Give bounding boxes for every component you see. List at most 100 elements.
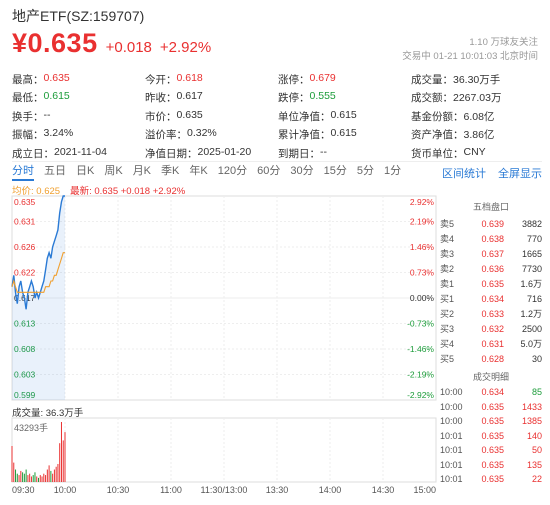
price-tick-label: 0.635 (14, 197, 36, 207)
order-book-row: 买3 0.632 2500 (440, 321, 542, 336)
trade-volume: 50 (531, 445, 542, 456)
time-tick-label: 11:30/13:00 (201, 485, 248, 495)
trade-price: 0.635 (481, 416, 504, 427)
trade-volume: 1433 (521, 401, 542, 412)
tab-period-12[interactable]: 1分 (383, 165, 402, 177)
order-book-row: 买1 0.634 716 (440, 291, 542, 306)
price-change-pct: +2.92% (159, 39, 212, 56)
stat-value: 0.635 (176, 108, 203, 121)
stat-value: -- (43, 108, 51, 121)
order-label: 卖3 (440, 249, 455, 259)
pct-tick-label: 2.19% (410, 217, 435, 227)
tab-period-6[interactable]: 年K (189, 165, 208, 177)
stat-label: 基金份额： (411, 110, 464, 123)
trade-price: 0.635 (481, 459, 504, 470)
trade-time: 10:01 (440, 430, 463, 441)
order-volume: 716 (526, 293, 542, 304)
order-price: 0.635 (481, 278, 504, 289)
stat-value: 0.618 (176, 71, 203, 84)
stat-value: 2021-11-04 (54, 145, 107, 158)
stat-value: 2267.03万 (453, 92, 502, 105)
order-volume: 7730 (521, 263, 542, 274)
order-label: 卖2 (440, 264, 455, 274)
stats-row: 最低： 0.615 昨收： 0.617 跌停： 0.555 成交额： 2267.03万 (12, 89, 542, 108)
time-tick-label: 09:30 (12, 485, 35, 495)
order-book-row: 卖1 0.635 1.6万 (440, 276, 542, 291)
order-book-row: 卖4 0.638 770 (440, 231, 542, 246)
trade-row: 10:00 0.635 1385 (440, 414, 542, 429)
order-price: 0.634 (481, 293, 504, 304)
tab-period-10[interactable]: 15分 (323, 165, 347, 177)
stat-value: 6.08亿 (463, 110, 495, 123)
order-label: 买2 (440, 309, 455, 319)
stat-label: 最低： (12, 92, 44, 105)
subscribers-count[interactable]: 1.10 万球友关注 (469, 37, 538, 48)
order-price: 0.636 (481, 263, 504, 274)
order-label: 买4 (440, 339, 455, 349)
order-price: 0.637 (481, 248, 504, 259)
stat-value: -- (320, 145, 327, 158)
stat-cell: 昨收： 0.617 (145, 90, 278, 105)
stat-cell: 净值日期： 2025-01-20 (145, 146, 278, 161)
time-tick-label: 10:30 (107, 485, 130, 495)
stat-cell: 换手： -- (12, 109, 145, 124)
stat-label: 到期日： (278, 147, 320, 160)
tab-period-9[interactable]: 30分 (290, 165, 314, 177)
tab-period-7[interactable]: 120分 (217, 165, 248, 177)
time-tick-label: 13:30 (266, 485, 289, 495)
trade-row: 10:01 0.635 135 (440, 458, 542, 473)
tab-period-4[interactable]: 月K (132, 165, 152, 177)
order-book-title: 五档盘口 (472, 202, 509, 212)
tab-period-1[interactable]: 五日 (44, 165, 66, 177)
trades-title: 成交明细 (472, 372, 509, 382)
fund-title: 地产ETF(SZ:159707) (12, 8, 145, 24)
stat-value: 2025-01-20 (197, 145, 252, 158)
order-label: 买3 (440, 324, 455, 334)
order-price: 0.628 (481, 353, 504, 364)
price-tick-label: 0.631 (14, 217, 36, 227)
pct-tick-label: -1.46% (407, 344, 434, 354)
stats-row: 振幅： 3.24% 溢价率： 0.32% 累计净值： 0.615 资产净值： 3.86亿 (12, 126, 542, 145)
stat-value: CNY (463, 145, 486, 158)
tab-period-3[interactable]: 周K (104, 165, 123, 177)
stat-label: 涨停： (278, 73, 310, 86)
tab-period-0[interactable]: 分时 (12, 162, 34, 181)
trade-price: 0.635 (481, 474, 504, 485)
pct-tick-label: -0.73% (407, 319, 434, 329)
stat-label: 振幅： (12, 129, 44, 142)
tab-period-8[interactable]: 60分 (257, 165, 281, 177)
stat-value: 0.679 (309, 71, 336, 84)
stat-label: 货币单位： (411, 147, 464, 160)
order-book-row: 买5 0.628 30 (440, 351, 542, 366)
order-price: 0.631 (481, 338, 504, 349)
order-book-row: 卖2 0.636 7730 (440, 261, 542, 276)
order-label: 买1 (440, 294, 455, 304)
fullscreen-button[interactable]: 全屏显示 (498, 168, 542, 180)
stat-label: 最高： (12, 73, 44, 86)
trade-time: 10:00 (440, 416, 463, 427)
stat-value: 0.615 (330, 108, 357, 121)
time-tick-label: 11:00 (160, 485, 182, 495)
stat-label: 换手： (12, 110, 44, 123)
range-stats-button[interactable]: 区间统计 (442, 168, 486, 180)
stat-label: 成立日： (12, 147, 54, 160)
stat-label: 溢价率： (145, 129, 187, 142)
stat-label: 资产净值： (411, 129, 464, 142)
tab-period-11[interactable]: 5分 (356, 165, 374, 177)
order-book-row: 买2 0.633 1.2万 (440, 306, 542, 321)
pct-tick-label: 2.92% (410, 197, 435, 207)
avg-price-legend: 均价: 0.625 (12, 186, 61, 197)
trade-row: 10:01 0.635 140 (440, 429, 542, 444)
stat-cell: 跌停： 0.555 (278, 90, 411, 105)
stat-label: 跌停： (278, 92, 310, 105)
order-volume: 5.0万 (520, 339, 542, 349)
tab-period-5[interactable]: 季K (161, 165, 180, 177)
stat-value: 36.30万手 (453, 73, 501, 86)
tab-period-2[interactable]: 日K (76, 165, 95, 177)
trade-volume: 140 (526, 430, 542, 441)
order-volume: 770 (526, 233, 542, 244)
stat-value: 0.615 (43, 90, 70, 103)
stat-cell: 今开： 0.618 (145, 72, 278, 87)
price-tick-label: 0.626 (14, 242, 36, 252)
